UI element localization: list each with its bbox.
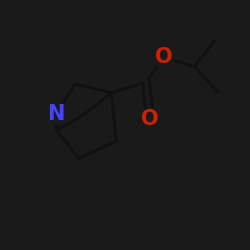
Text: O: O (141, 109, 159, 129)
Text: N: N (47, 104, 64, 124)
Circle shape (153, 47, 174, 68)
Circle shape (140, 108, 160, 129)
Text: O: O (155, 48, 172, 68)
Circle shape (45, 104, 66, 124)
